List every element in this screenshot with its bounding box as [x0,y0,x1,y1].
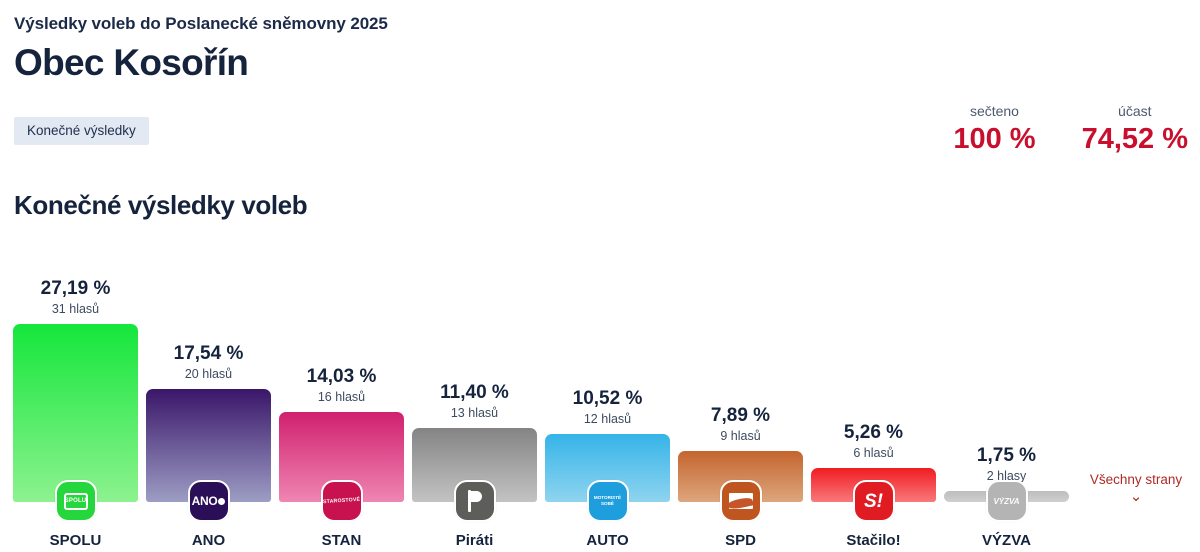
stan-logo: STAROSTOVÉ [320,480,363,522]
bar-rect[interactable]: MOTORISTÉ SOBĚ AUTO [545,434,670,549]
stat-turnout-value: 74,52 % [1081,122,1188,155]
bar-group-pirti[interactable]: 11,40 % 13 hlasů Piráti [412,232,537,552]
spolu-mark: SPOLU [63,492,88,510]
party-name-label: Stačilo! [846,532,901,549]
bar-votes-label: 16 hlasů [317,389,366,404]
bar-rect[interactable]: STAROSTOVÉ STAN [279,412,404,549]
bar-percent-label: 10,52 % [572,387,643,409]
party-name-label: SPD [725,532,756,549]
bar-group-vzva[interactable]: 1,75 % 2 hlasy VÝZVA VÝZVA [944,232,1069,552]
bar-rect[interactable]: SPD [678,451,803,549]
party-name-label: ANO [191,532,226,549]
bar-votes-label: 2 hlasy [986,468,1027,483]
party-name-label: AUTO [586,532,629,549]
stat-turnout-label: účast [1118,103,1152,119]
party-name-label: SPOLU [49,532,102,549]
chart-title: Konečné výsledky voleb [14,190,308,220]
bar-rect[interactable]: S! Stačilo! [811,468,936,549]
results-bar-chart: 27,19 % 31 hlasů SPOLU SPOLU 17,54 % 20 hlasů… [0,232,1200,552]
stacilo-mark: S! [864,490,883,512]
bar-group-spolu[interactable]: 27,19 % 31 hlasů SPOLU SPOLU [13,232,138,552]
bar-group-stailo[interactable]: 5,26 % 6 hlasů S! Stačilo! [811,232,936,552]
bar-rect[interactable]: ANO ANO [146,389,271,549]
summary-stats: sečteno 100 % účast 74,52 % [953,103,1188,157]
party-name-label: Piráti [455,532,494,549]
auto-logo: MOTORISTÉ SOBĚ [586,480,629,522]
status-badge[interactable]: Konečné výsledky [14,117,149,145]
spd-mark [728,493,753,509]
bar-group-stan[interactable]: 14,03 % 16 hlasů STAROSTOVÉ STAN [279,232,404,552]
stan-mark: STAROSTOVÉ [322,496,361,506]
stat-turnout: účast 74,52 % [1082,103,1188,157]
bar-group-ano[interactable]: 17,54 % 20 hlasů ANO ANO [146,232,271,552]
party-name-label: VÝZVA [982,532,1031,549]
bar-percent-label: 14,03 % [306,365,377,387]
all-parties-label: Všechny strany [1089,472,1183,487]
ano-logo: ANO [187,480,230,522]
bar-votes-label: 13 hlasů [450,405,499,420]
bar-percent-label: 7,89 % [710,404,771,426]
spd-logo [719,480,762,522]
bar-votes-label: 6 hlasů [853,445,894,460]
bar-rect[interactable]: SPOLU SPOLU [13,324,138,549]
bar-votes-label: 20 hlasů [184,366,233,381]
bar-percent-label: 1,75 % [976,444,1037,466]
bar-group-auto[interactable]: 10,52 % 12 hlasů MOTORISTÉ SOBĚ AUTO [545,232,670,552]
vyzva-logo: VÝZVA [985,480,1028,522]
bar-percent-label: 11,40 % [440,381,509,403]
all-parties-link[interactable]: Všechny strany ⌄ [1080,472,1192,504]
bar-percent-label: 27,19 % [40,277,111,299]
party-name-label: STAN [321,532,362,549]
vyzva-mark: VÝZVA [993,496,1020,506]
bar-votes-label: 31 hlasů [51,301,100,316]
auto-mark: MOTORISTÉ SOBĚ [593,494,622,506]
page-title: Obec Kosořín [14,42,249,83]
chevron-down-icon: ⌄ [1129,488,1143,505]
bar-percent-label: 17,54 % [173,342,244,364]
stat-counted: sečteno 100 % [953,103,1035,157]
stat-counted-label: sečteno [969,103,1019,119]
bar-percent-label: 5,26 % [843,421,904,443]
bar-rect[interactable]: VÝZVA VÝZVA [944,480,1069,549]
pirati-logo [453,480,496,522]
stat-counted-value: 100 % [953,122,1036,155]
bar-votes-label: 12 hlasů [583,411,632,426]
spolu-logo: SPOLU [54,480,97,522]
bar-rect[interactable]: Piráti [412,428,537,549]
page-kicker: Výsledky voleb do Poslanecké sněmovny 20… [14,14,388,33]
bar-group-spd[interactable]: 7,89 % 9 hlasů SPD [678,232,803,552]
bar-votes-label: 9 hlasů [720,428,761,443]
ano-mark: ANO [192,494,226,508]
pirati-mark [466,490,484,512]
stacilo-logo: S! [852,480,895,522]
